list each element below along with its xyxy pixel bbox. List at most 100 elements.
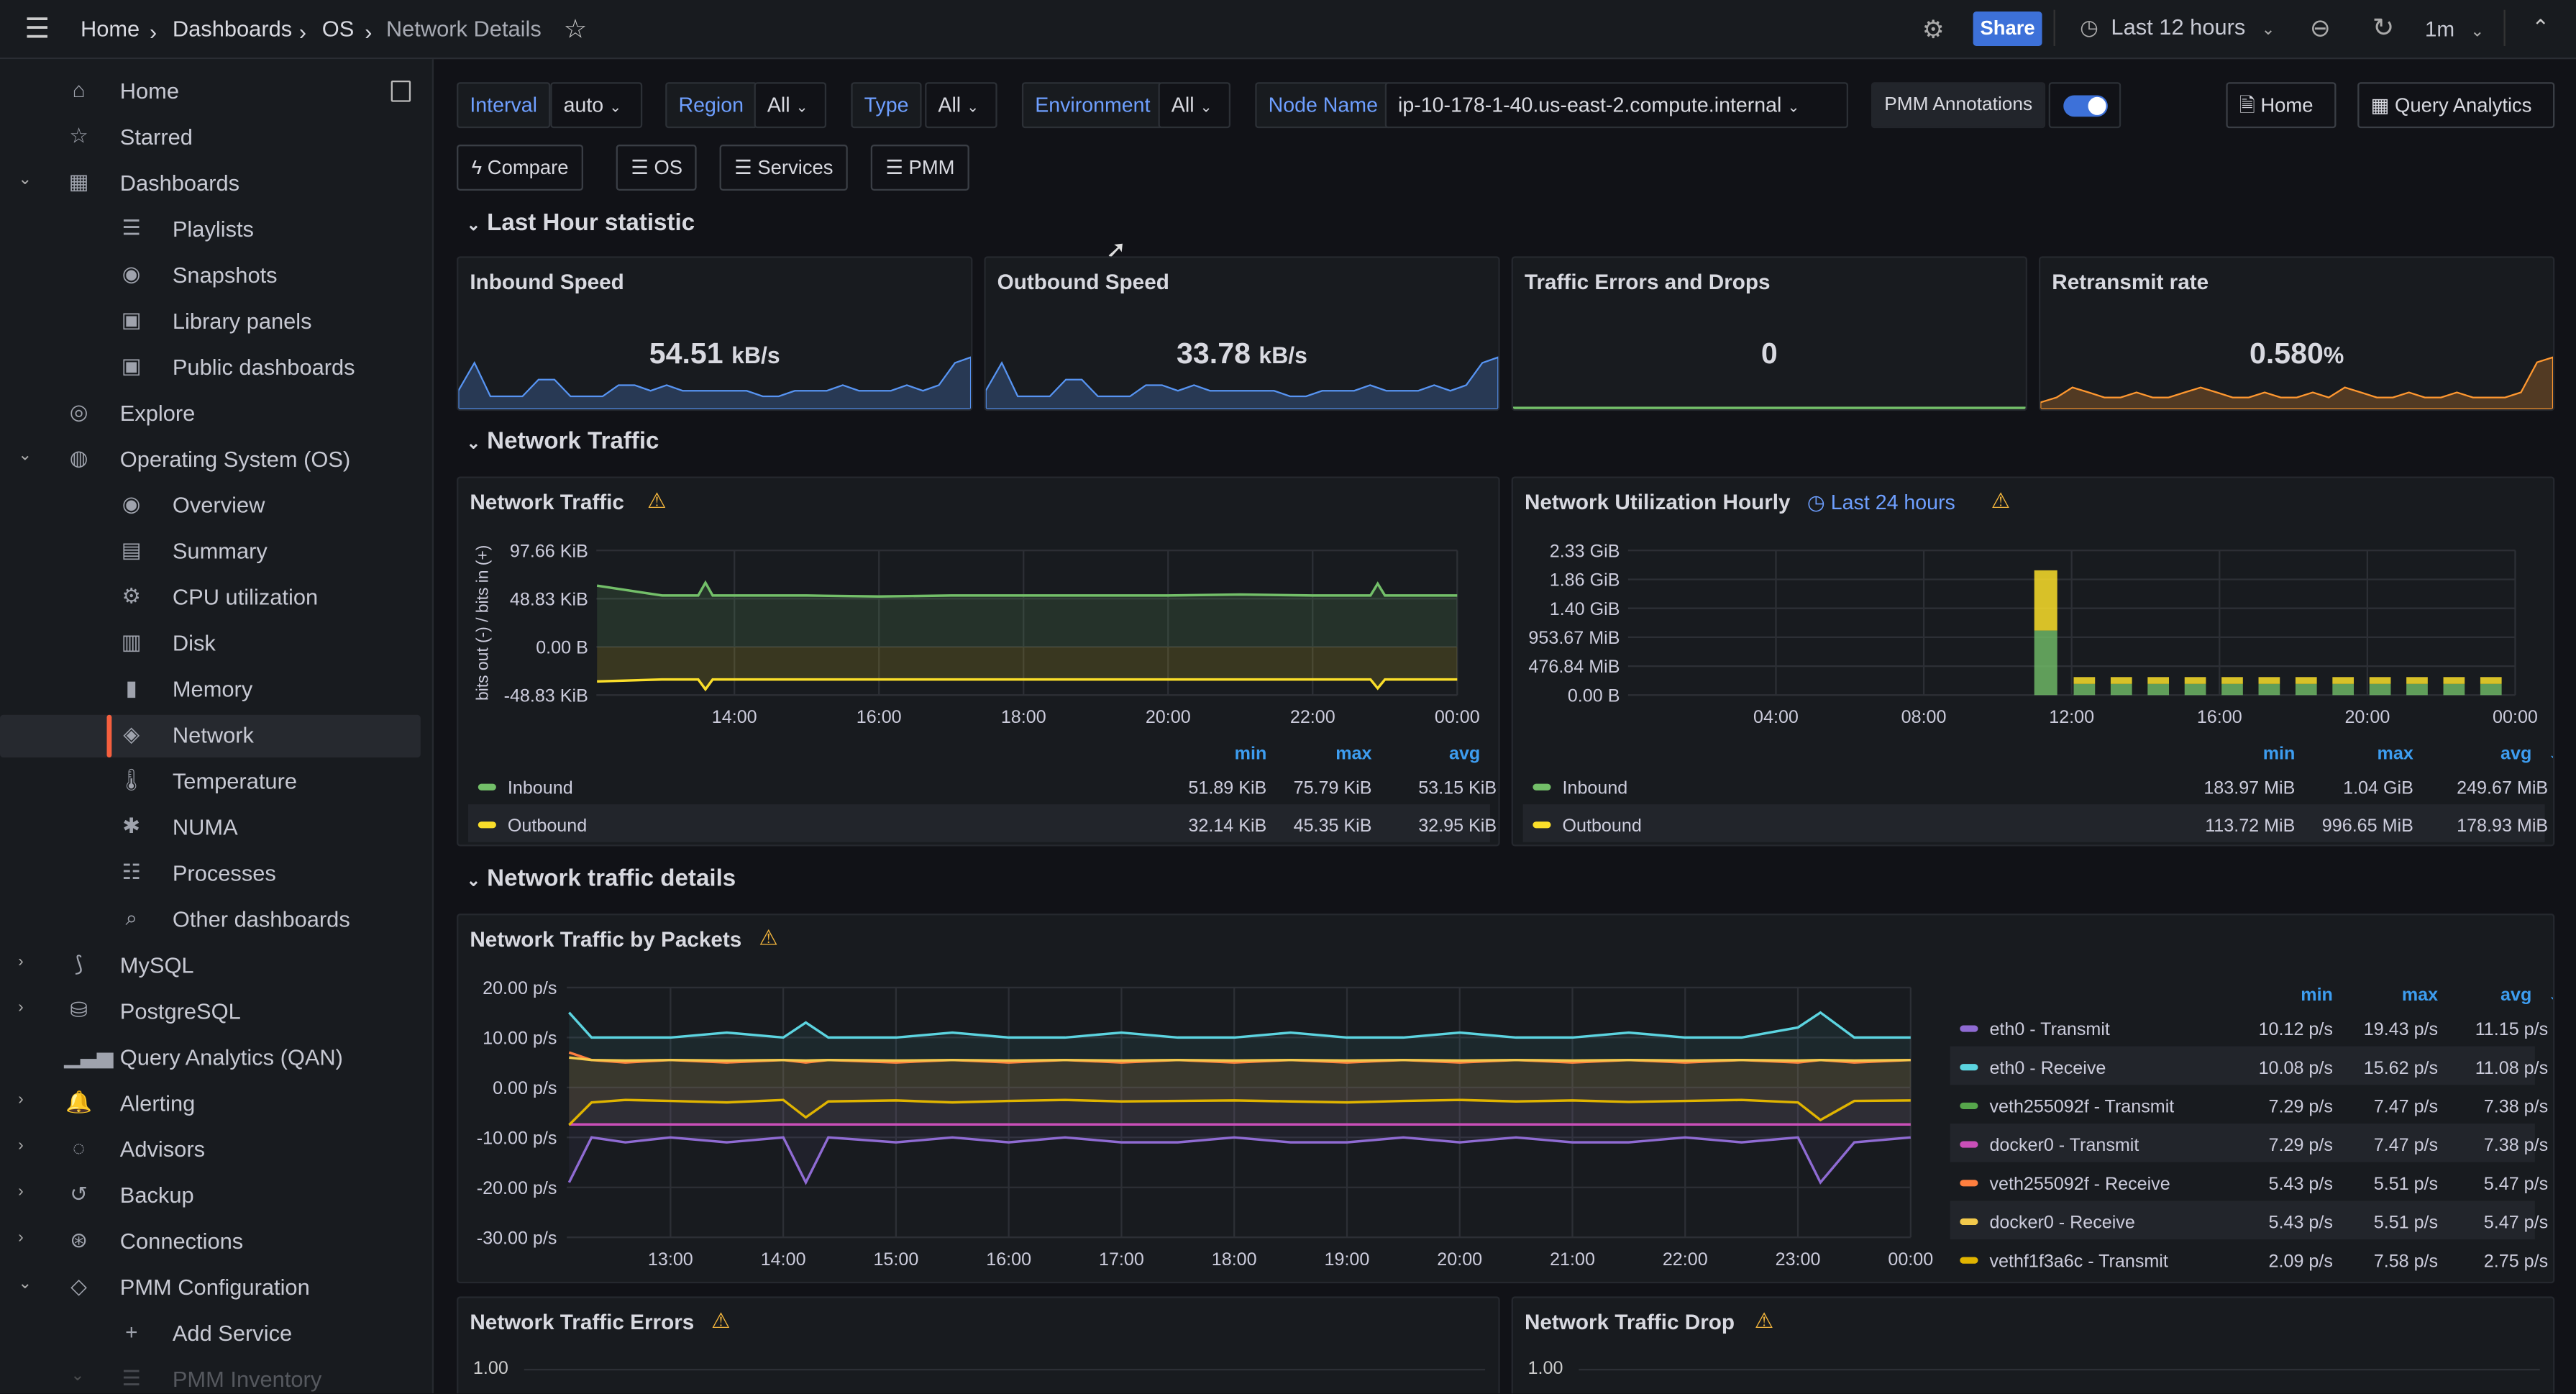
panel-network-utilization-hourly[interactable]: Network Utilization Hourly ◷ Last 24 hou… bbox=[1511, 476, 2555, 847]
row-title: Network traffic details bbox=[487, 865, 736, 893]
sidebar-item-overview[interactable]: ◉ Overview bbox=[0, 485, 421, 527]
sidebar-item-playlists[interactable]: ☰ Playlists bbox=[0, 209, 421, 251]
sidebar-item-processes[interactable]: ☷ Processes bbox=[0, 853, 421, 896]
sidebar-item-add-service[interactable]: + Add Service bbox=[0, 1313, 421, 1355]
chevron-up-icon[interactable]: ⌃ bbox=[2531, 14, 2550, 40]
refresh-interval-picker[interactable]: 1m ⌄ bbox=[2425, 17, 2484, 41]
sidebar-item-backup[interactable]: › ↺ Backup bbox=[0, 1175, 421, 1217]
row-network-traffic[interactable]: ⌄ Network Traffic bbox=[467, 429, 659, 455]
region-select[interactable]: All ⌄ bbox=[754, 82, 827, 129]
sidebar-item-label: Home bbox=[119, 78, 180, 104]
warning-icon[interactable]: ⚠ bbox=[711, 1308, 731, 1333]
pmm-menu-button[interactable]: ☰ PMM bbox=[870, 145, 970, 191]
sidebar-item-pmm-configuration[interactable]: ⌄ ◇ PMM Configuration bbox=[0, 1267, 421, 1309]
chevron-right-icon[interactable]: › bbox=[18, 1136, 24, 1155]
interval-select[interactable]: auto ⌄ bbox=[550, 82, 643, 129]
row-network-traffic-details[interactable]: ⌄ Network traffic details bbox=[467, 866, 736, 893]
stat-unit: % bbox=[2323, 342, 2344, 368]
nav-icon: ◌ bbox=[72, 1135, 86, 1160]
sidebar-item-memory[interactable]: ▮ Memory bbox=[0, 669, 421, 711]
refresh-icon[interactable]: ↻ bbox=[2372, 14, 2395, 43]
sidebar-item-mysql[interactable]: › ⟆ MySQL bbox=[0, 945, 421, 988]
sidebar-item-postgresql[interactable]: › ⛁ PostgreSQL bbox=[0, 991, 421, 1034]
sidebar-item-numa[interactable]: ✱ NUMA bbox=[0, 807, 421, 849]
legend-value: 5.47 p/s bbox=[2484, 1174, 2548, 1194]
sidebar-item-explore[interactable]: ◎ Explore bbox=[0, 393, 421, 435]
breadcrumb-home[interactable]: Home bbox=[80, 16, 140, 42]
warning-icon[interactable]: ⚠ bbox=[759, 925, 779, 950]
legend-value: 45.35 KiB bbox=[1294, 816, 1372, 836]
sidebar-item-snapshots[interactable]: ◉ Snapshots bbox=[0, 255, 421, 297]
stat-panel-traffic-errors-drops[interactable]: Traffic Errors and Drops 0 bbox=[1511, 256, 2027, 411]
bar-inbound bbox=[2034, 630, 2057, 696]
stat-value: 0 bbox=[1513, 337, 2026, 371]
sidebar-item-starred[interactable]: ☆ Starred bbox=[0, 117, 421, 159]
chevron-right-icon[interactable]: › bbox=[18, 1090, 24, 1109]
x-tick-label: 23:00 bbox=[1776, 1249, 1821, 1270]
dock-menu-icon[interactable] bbox=[390, 80, 411, 102]
breadcrumb-dashboards[interactable]: Dashboards bbox=[172, 16, 293, 42]
sidebar-item-temperature[interactable]: 🌡 Temperature bbox=[0, 761, 421, 803]
sidebar-item-operating-system-os[interactable]: ⌄ ◍ Operating System (OS) bbox=[0, 439, 421, 481]
legend-header-max: max bbox=[2378, 743, 2413, 763]
warning-icon[interactable]: ⚠ bbox=[1754, 1308, 1774, 1333]
time-range-picker[interactable]: ◷ Last 12 hours ⌄ bbox=[2080, 15, 2275, 45]
sidebar-item-query-analytics-qan[interactable]: ▁▃▅ Query Analytics (QAN) bbox=[0, 1037, 421, 1079]
sidebar-item-network[interactable]: ◈ Network bbox=[0, 714, 421, 758]
menu-icon[interactable]: ☰ bbox=[24, 13, 50, 45]
series-area bbox=[569, 1012, 1911, 1088]
panel-network-traffic-by-packets[interactable]: Network Traffic by Packets ⚠ 20.00 p/s 10… bbox=[457, 914, 2555, 1284]
sidebar-item-public-dashboards[interactable]: ▣ Public dashboards bbox=[0, 347, 421, 389]
type-select[interactable]: All ⌄ bbox=[925, 82, 997, 129]
sidebar-item-pmm-inventory[interactable]: ⌄ ☰ PMM Inventory bbox=[0, 1359, 421, 1393]
legend-series-name: veth255092f - Receive bbox=[1989, 1174, 2170, 1194]
services-menu-button[interactable]: ☰ Services bbox=[719, 145, 849, 191]
nav-icon: ✱ bbox=[122, 813, 141, 839]
environment-select[interactable]: All ⌄ bbox=[1158, 82, 1231, 129]
sidebar-item-alerting[interactable]: › 🔔 Alerting bbox=[0, 1083, 421, 1125]
chevron-down-icon[interactable]: ⌄ bbox=[18, 1275, 32, 1293]
sidebar-item-dashboards[interactable]: ⌄ ▦ Dashboards bbox=[0, 163, 421, 205]
nav-icon: ◎ bbox=[69, 399, 88, 424]
zoom-out-icon[interactable]: ⊖ bbox=[2309, 14, 2331, 43]
sidebar-item-label: Advisors bbox=[119, 1136, 206, 1162]
sidebar-item-library-panels[interactable]: ▣ Library panels bbox=[0, 301, 421, 343]
share-button[interactable]: Share bbox=[1973, 11, 2042, 46]
query-analytics-button[interactable]: ▦ Query Analytics bbox=[2357, 82, 2555, 129]
chevron-right-icon[interactable]: › bbox=[18, 1183, 24, 1201]
stat-panel-outbound-speed[interactable]: Outbound Speed 33.78 kB/s bbox=[984, 256, 1500, 411]
chevron-right-icon[interactable]: › bbox=[18, 952, 24, 972]
pmm-annotations-toggle[interactable] bbox=[2048, 82, 2121, 129]
node-name-select[interactable]: ip-10-178-1-40.us-east-2.compute.interna… bbox=[1384, 82, 1848, 129]
warning-icon[interactable]: ⚠ bbox=[647, 488, 667, 513]
sidebar-item-disk[interactable]: ▥ Disk bbox=[0, 623, 421, 665]
compare-button[interactable]: ϟ Compare bbox=[457, 145, 584, 191]
x-tick-label: 16:00 bbox=[2197, 707, 2242, 727]
os-label: OS bbox=[654, 156, 683, 180]
chevron-down-icon[interactable]: ⌄ bbox=[18, 170, 32, 189]
chevron-down-icon[interactable]: ⌄ bbox=[70, 1367, 85, 1385]
panel-network-traffic[interactable]: Network Traffic ⚠ 97.66 KiB 48.83 KiB 0.00… bbox=[457, 476, 1500, 847]
sidebar-item-label: Playlists bbox=[172, 217, 254, 242]
sidebar-item-other-dashboards[interactable]: ⌕ Other dashboards bbox=[0, 899, 421, 942]
sidebar-item-advisors[interactable]: › ◌ Advisors bbox=[0, 1129, 421, 1171]
stat-panel-inbound-speed[interactable]: Inbound Speed 54.51 kB/s bbox=[457, 256, 973, 411]
chevron-right-icon[interactable]: › bbox=[18, 998, 24, 1018]
sidebar-item-home[interactable]: ⌂ Home bbox=[0, 70, 421, 113]
row-last-hour-statistic[interactable]: ⌄ Last Hour statistic bbox=[467, 210, 695, 237]
sidebar-item-cpu-utilization[interactable]: ⚙ CPU utilization bbox=[0, 577, 421, 619]
stat-panel-retransmit-rate[interactable]: Retransmit rate 0.580% bbox=[2038, 256, 2555, 411]
sidebar-item-label: NUMA bbox=[172, 815, 238, 840]
home-link-button[interactable]: 🗎 Home bbox=[2226, 82, 2337, 129]
star-icon[interactable]: ☆ bbox=[563, 16, 588, 45]
panel-network-traffic-drop[interactable]: Network Traffic Drop ⚠ 1.00 bbox=[1511, 1296, 2555, 1394]
sidebar-item-summary[interactable]: ▤ Summary bbox=[0, 531, 421, 573]
chevron-right-icon[interactable]: › bbox=[18, 1229, 24, 1247]
gear-icon[interactable]: ⚙ bbox=[1922, 16, 1945, 45]
sidebar-item-connections[interactable]: › ⊛ Connections bbox=[0, 1221, 421, 1263]
warning-icon[interactable]: ⚠ bbox=[1991, 488, 2011, 513]
panel-network-traffic-errors[interactable]: Network Traffic Errors ⚠ 1.00 bbox=[457, 1296, 1500, 1394]
os-menu-button[interactable]: ☰ OS bbox=[616, 145, 698, 191]
breadcrumb-os[interactable]: OS bbox=[321, 16, 355, 42]
chevron-down-icon[interactable]: ⌄ bbox=[18, 447, 32, 465]
